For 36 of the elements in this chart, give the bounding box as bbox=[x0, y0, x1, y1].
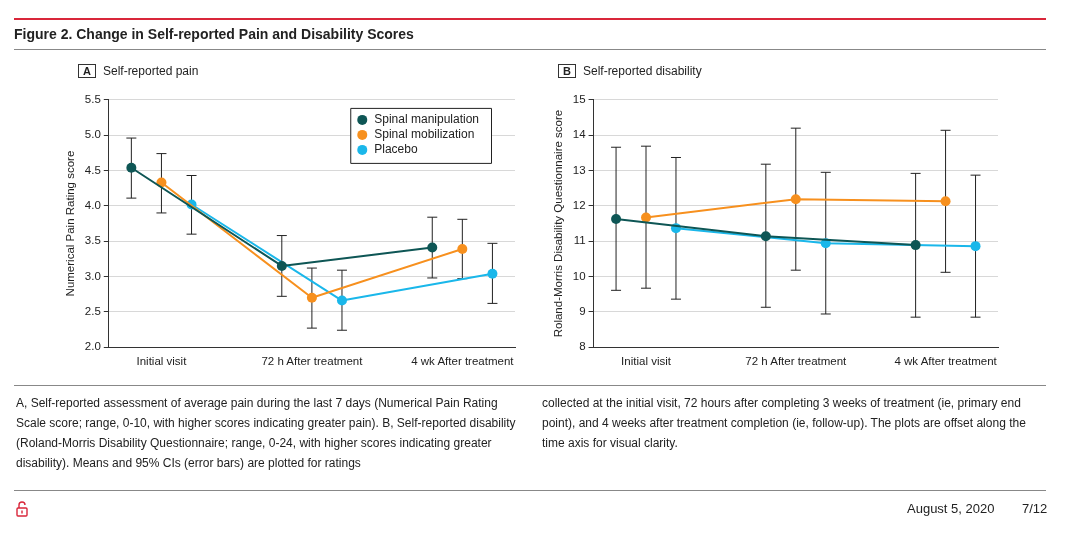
text: collected at the initial visit, 72 hours after completing 3 weeks of treatment (ie, primary end point), and 4 weeks after treatment completion (ie, follow-up). The plots are offset along the time axis for visual clarity. bbox=[542, 395, 1027, 452]
y-tick-label: 2.0 bbox=[84, 340, 101, 353]
x-tick-label: Initial visit bbox=[136, 355, 188, 368]
y-tick-label: 4.0 bbox=[84, 199, 101, 212]
caption: Figure 2. Change in Self-reported Pain and Disability Scores bbox=[14, 26, 414, 42]
legend-label: Spinal manipulation bbox=[374, 112, 480, 127]
text: B bbox=[558, 64, 576, 78]
y-tick-label: 5.0 bbox=[84, 128, 101, 141]
text: A, Self-reported assessment of average pain during the last 7 days (Numerical Pain Rating Scale score; range, 0-10, with higher scores indicating greater pain). B, Self-reported disability (Roland-Morris Disability Questionnaire; range, 0-24, with higher scores indicating greater disability). Means and 95% CIs (error bars) are plotted for ratings bbox=[16, 395, 517, 472]
y-tick-label: 13 bbox=[572, 163, 586, 176]
y-tick-label: 11 bbox=[573, 234, 586, 247]
y-axis-title: Roland-Morris Disability Questionnaire score bbox=[552, 109, 565, 338]
x-tick-label: 72 h After treatment bbox=[261, 355, 364, 368]
y-tick-label: 10 bbox=[572, 269, 586, 282]
legend-label: Placebo bbox=[374, 142, 418, 157]
y-tick-label: 2.5 bbox=[84, 305, 101, 318]
x-tick-label: Initial visit bbox=[621, 355, 672, 368]
y-tick-label: 3.0 bbox=[84, 269, 101, 282]
chart-title: Self-reported disability bbox=[582, 64, 702, 78]
y-axis-title: Numerical Pain Rating score bbox=[64, 150, 77, 297]
y-tick-label: 3.5 bbox=[84, 234, 101, 247]
text: A bbox=[78, 64, 96, 78]
x-tick-label: 4 wk After treatment bbox=[894, 355, 998, 368]
y-tick-label: 15 bbox=[572, 93, 586, 106]
y-tick-label: 5.5 bbox=[84, 93, 101, 106]
y-tick-label: 14 bbox=[572, 128, 587, 141]
legend-label: Spinal mobilization bbox=[374, 127, 475, 142]
y-tick-label: 9 bbox=[579, 305, 586, 318]
text: 7/12 bbox=[1022, 501, 1048, 516]
y-tick-label: 12 bbox=[572, 199, 586, 212]
text: August 5, 2020 bbox=[907, 501, 995, 516]
y-tick-label: 8 bbox=[579, 340, 586, 353]
y-tick-label: 4.5 bbox=[84, 163, 101, 176]
chart-title: Self-reported pain bbox=[102, 64, 199, 78]
x-tick-label: 4 wk After treatment bbox=[411, 355, 515, 368]
x-tick-label: 72 h After treatment bbox=[745, 355, 848, 368]
